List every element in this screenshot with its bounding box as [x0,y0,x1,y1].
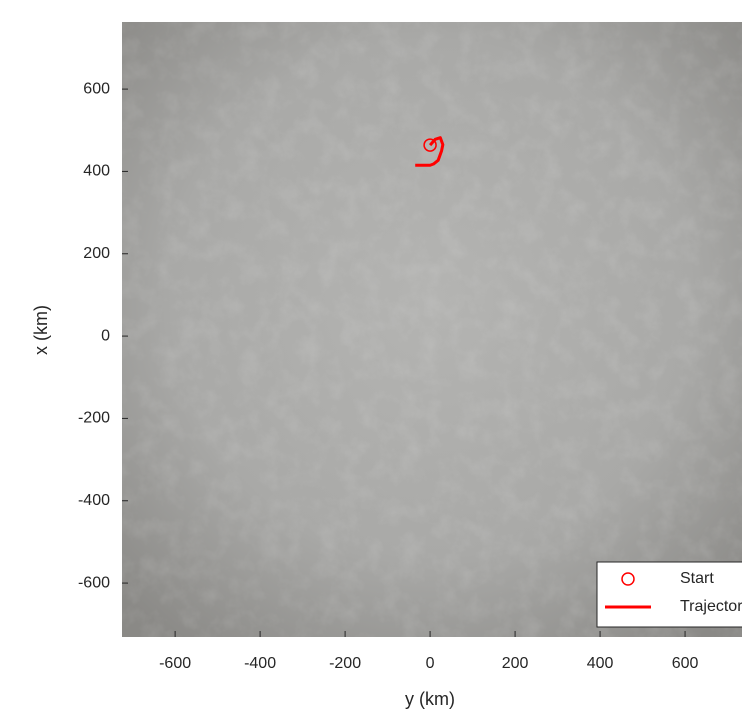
legend-box [596,561,742,628]
x-tick-label: 400 [587,655,614,672]
y-axis-label: x (km) [31,305,51,355]
x-tick-label: 600 [672,655,699,672]
trajectory-line [415,136,445,167]
legend-marker [621,572,635,586]
y-tick-label: -200 [78,410,110,427]
x-tick-label: -200 [329,655,361,672]
y-tick-label: -600 [78,574,110,591]
surface-texture [122,22,742,637]
x-axis-label: y (km) [405,689,455,709]
y-tick-label: 0 [101,327,110,344]
x-tick-label: 0 [426,655,435,672]
x-tick-label: -400 [244,655,276,672]
y-tick-label: 600 [83,80,110,97]
y-tick-label: 200 [83,245,110,262]
y-tick-label: 400 [83,163,110,180]
legend-label: Start [680,570,714,587]
y-tick-label: -400 [78,492,110,509]
x-tick-label: -600 [159,655,191,672]
x-tick-label: 200 [502,655,529,672]
start-marker [423,138,437,152]
legend-label: Trajectory [680,598,742,615]
